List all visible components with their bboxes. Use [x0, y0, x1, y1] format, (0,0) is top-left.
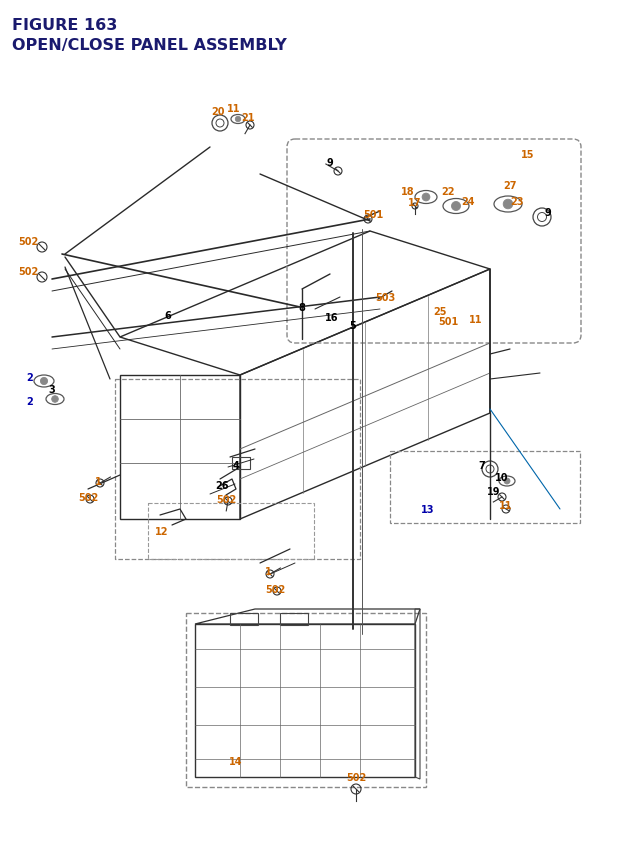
Bar [148, 504, 314, 560]
Text: 502: 502 [18, 237, 38, 247]
Text: 12: 12 [156, 526, 169, 536]
Text: 26: 26 [215, 480, 228, 491]
Text: OPEN/CLOSE PANEL ASSEMBLY: OPEN/CLOSE PANEL ASSEMBLY [12, 38, 287, 53]
Bar [115, 380, 360, 560]
Text: 1: 1 [264, 567, 271, 576]
Text: 16: 16 [325, 313, 339, 323]
Bar [230, 613, 258, 625]
Text: 25: 25 [433, 307, 447, 317]
Text: 20: 20 [211, 107, 225, 117]
Text: 14: 14 [229, 756, 243, 766]
Text: 11: 11 [469, 314, 483, 325]
Text: 502: 502 [216, 494, 236, 505]
Circle shape [503, 200, 513, 209]
Text: 502: 502 [18, 267, 38, 276]
Text: 502: 502 [265, 585, 285, 594]
Text: 501: 501 [363, 210, 383, 220]
Text: 27: 27 [503, 181, 516, 191]
Text: 11: 11 [499, 500, 513, 511]
Text: 3: 3 [49, 385, 56, 394]
Text: 24: 24 [461, 197, 475, 207]
Text: 18: 18 [401, 187, 415, 197]
Bar [280, 613, 308, 625]
Text: FIGURE 163: FIGURE 163 [12, 18, 117, 33]
Text: 5: 5 [349, 320, 356, 331]
Text: 17: 17 [408, 198, 422, 208]
Text: 10: 10 [495, 473, 509, 482]
Text: 9: 9 [326, 158, 333, 168]
Text: 4: 4 [232, 461, 239, 470]
Text: 21: 21 [241, 113, 255, 123]
Circle shape [40, 378, 47, 385]
Text: 8: 8 [299, 303, 305, 313]
Bar [186, 613, 426, 787]
Text: 502: 502 [78, 492, 98, 503]
Circle shape [422, 194, 430, 201]
Text: 502: 502 [346, 772, 366, 782]
Text: 9: 9 [545, 208, 552, 218]
Text: 19: 19 [487, 486, 500, 497]
Text: 7: 7 [479, 461, 485, 470]
Text: 6: 6 [164, 311, 172, 320]
Text: 23: 23 [510, 197, 524, 207]
Text: 503: 503 [375, 293, 395, 303]
Text: 2: 2 [27, 373, 33, 382]
Bar [390, 451, 580, 523]
Text: 22: 22 [441, 187, 455, 197]
Text: 15: 15 [521, 150, 535, 160]
Circle shape [52, 396, 58, 403]
Text: 13: 13 [421, 505, 435, 514]
Circle shape [236, 117, 241, 122]
Text: 1: 1 [95, 476, 101, 486]
Text: 501: 501 [438, 317, 458, 326]
Text: 11: 11 [227, 104, 241, 114]
Circle shape [504, 479, 510, 485]
Text: 2: 2 [27, 397, 33, 406]
Circle shape [451, 202, 461, 211]
